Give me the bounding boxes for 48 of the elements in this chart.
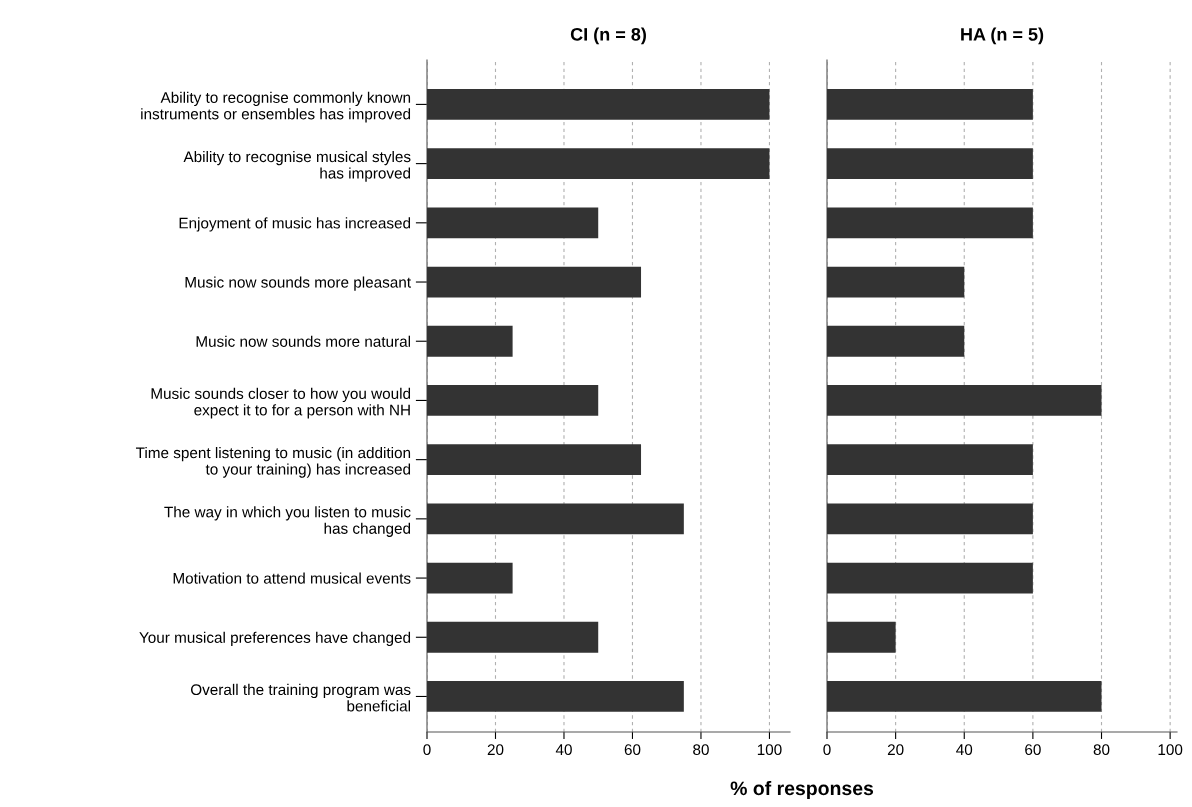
bar — [827, 385, 1102, 416]
x-tick-label: 80 — [693, 744, 709, 756]
x-axis-title: % of responses — [730, 780, 874, 800]
y-tick-label: Motivation to attend musical events — [173, 572, 411, 584]
bar — [427, 503, 684, 535]
bar — [427, 148, 770, 180]
chart-title: HA (n = 5) — [961, 27, 1044, 45]
bar — [827, 681, 1102, 712]
x-tick-label: 20 — [487, 744, 504, 756]
bar — [827, 325, 965, 357]
bar — [827, 621, 896, 653]
bar — [827, 503, 1033, 535]
x-tick-label: 0 — [823, 744, 831, 756]
x-tick-label: 60 — [624, 744, 641, 756]
bar — [827, 89, 1033, 120]
y-tick-label: Time spent listening to music (in addition to your training) has increased — [135, 446, 411, 478]
bar — [427, 89, 770, 120]
x-tick-label: 80 — [1093, 744, 1110, 756]
bar — [427, 562, 513, 594]
bar — [427, 385, 599, 416]
bar — [427, 325, 513, 357]
y-tick-label: Enjoyment of music has increased — [179, 217, 411, 232]
x-tick-label: 60 — [1025, 744, 1041, 756]
x-tick-label: 100 — [757, 744, 782, 756]
bar — [427, 681, 684, 712]
chart-title: CI (n = 8) — [570, 27, 646, 45]
y-tick-label: Your musical preferences have changed — [139, 631, 411, 646]
y-tick-label: The way in which you listen to music has changed — [164, 506, 411, 537]
x-tick-label: 40 — [555, 744, 572, 756]
x-tick-label: 0 — [423, 744, 431, 756]
y-tick-label: Ability to recognise commonly known instruments or ensembles has improved — [141, 91, 411, 123]
bar — [827, 207, 1033, 239]
bar — [827, 266, 965, 298]
x-tick-label: 100 — [1158, 744, 1183, 756]
y-tick-label: Music now sounds more natural — [196, 335, 411, 347]
y-tick-label: Overall the training program was beneficial — [190, 683, 411, 712]
y-tick-label: Music now sounds more pleasant — [185, 276, 411, 291]
y-tick-label: Ability to recognise musical styles has improved — [183, 150, 411, 182]
bar — [427, 207, 599, 239]
x-tick-label: 40 — [956, 744, 973, 756]
bar — [827, 562, 1033, 594]
x-tick-label: 20 — [887, 744, 904, 756]
bar — [427, 266, 642, 298]
bar — [427, 444, 642, 476]
bar — [427, 621, 599, 653]
bar — [827, 148, 1033, 180]
bar — [827, 444, 1033, 476]
y-tick-label: Music sounds closer to how you would expect it to for a person with NH — [151, 387, 411, 419]
